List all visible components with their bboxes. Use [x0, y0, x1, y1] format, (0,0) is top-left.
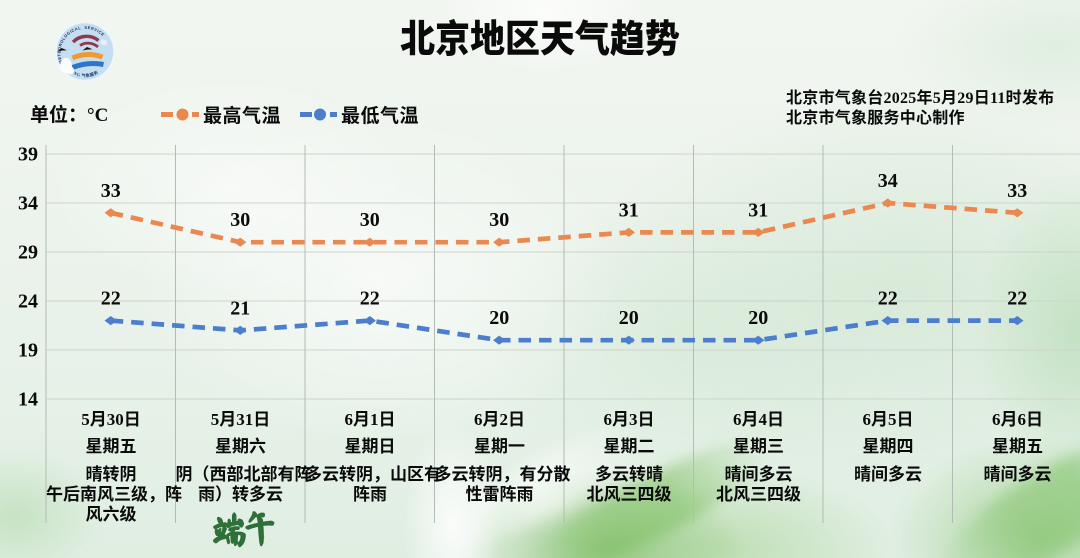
- svg-text:20: 20: [748, 307, 768, 329]
- svg-text:33: 33: [101, 180, 121, 202]
- svg-text:31: 31: [748, 199, 768, 221]
- svg-text:34: 34: [18, 193, 38, 215]
- svg-text:33: 33: [1007, 180, 1027, 202]
- svg-text:34: 34: [878, 170, 898, 192]
- svg-text:20: 20: [619, 307, 639, 329]
- svg-text:30: 30: [489, 209, 509, 231]
- svg-text:14: 14: [18, 389, 38, 411]
- svg-text:24: 24: [18, 291, 38, 313]
- svg-text:39: 39: [18, 144, 38, 166]
- svg-text:30: 30: [230, 209, 250, 231]
- svg-text:22: 22: [1007, 288, 1027, 310]
- svg-text:20: 20: [489, 307, 509, 329]
- svg-text:22: 22: [101, 288, 121, 310]
- svg-text:22: 22: [360, 288, 380, 310]
- svg-text:30: 30: [360, 209, 380, 231]
- svg-text:22: 22: [878, 288, 898, 310]
- svg-text:31: 31: [619, 199, 639, 221]
- svg-text:19: 19: [18, 340, 38, 362]
- svg-text:21: 21: [230, 297, 250, 319]
- svg-text:29: 29: [18, 242, 38, 264]
